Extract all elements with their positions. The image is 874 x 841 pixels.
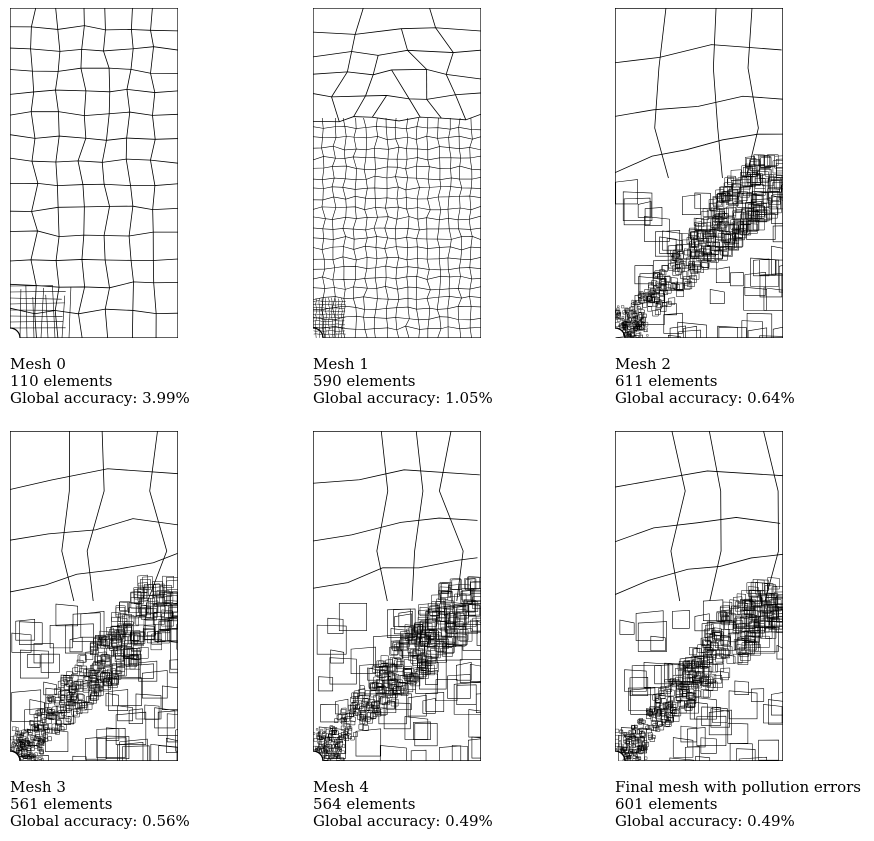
mesh-title: Final mesh with pollution errors (615, 778, 861, 796)
element-count: 590 elements (313, 372, 416, 390)
caption-2: Mesh 2 611 elements Global accuracy: 0.6… (615, 356, 795, 407)
mesh-panel-0: Mesh 0 110 elements Global accuracy: 3.9… (10, 8, 280, 418)
global-accuracy: Global accuracy: 0.49% (313, 812, 493, 830)
mesh-diagram-2 (615, 8, 783, 338)
mesh-panel-2: Mesh 2 611 elements Global accuracy: 0.6… (615, 8, 874, 418)
element-count: 564 elements (313, 795, 416, 813)
mesh-diagram-1 (313, 8, 481, 338)
caption-0: Mesh 0 110 elements Global accuracy: 3.9… (10, 356, 190, 407)
element-count: 561 elements (10, 795, 113, 813)
element-count: 611 elements (615, 372, 718, 390)
mesh-title: Mesh 3 (10, 778, 66, 796)
mesh-title: Mesh 0 (10, 355, 66, 373)
mesh-title: Mesh 4 (313, 778, 369, 796)
mesh-diagram-4 (313, 431, 481, 761)
mesh-panel-4: Mesh 4 564 elements Global accuracy: 0.4… (313, 431, 583, 841)
global-accuracy: Global accuracy: 0.64% (615, 389, 795, 407)
mesh-panel-5: Final mesh with pollution errors 601 ele… (615, 431, 874, 841)
global-accuracy: Global accuracy: 1.05% (313, 389, 493, 407)
caption-4: Mesh 4 564 elements Global accuracy: 0.4… (313, 779, 493, 830)
mesh-diagram-0 (10, 8, 178, 338)
element-count: 110 elements (10, 372, 113, 390)
element-count: 601 elements (615, 795, 718, 813)
mesh-title: Mesh 2 (615, 355, 671, 373)
mesh-title: Mesh 1 (313, 355, 369, 373)
mesh-diagram-3 (10, 431, 178, 761)
mesh-diagram-5 (615, 431, 783, 761)
caption-1: Mesh 1 590 elements Global accuracy: 1.0… (313, 356, 493, 407)
global-accuracy: Global accuracy: 0.49% (615, 812, 795, 830)
caption-3: Mesh 3 561 elements Global accuracy: 0.5… (10, 779, 190, 830)
global-accuracy: Global accuracy: 3.99% (10, 389, 190, 407)
global-accuracy: Global accuracy: 0.56% (10, 812, 190, 830)
caption-5: Final mesh with pollution errors 601 ele… (615, 779, 861, 830)
mesh-panel-3: Mesh 3 561 elements Global accuracy: 0.5… (10, 431, 280, 841)
mesh-panel-1: Mesh 1 590 elements Global accuracy: 1.0… (313, 8, 583, 418)
